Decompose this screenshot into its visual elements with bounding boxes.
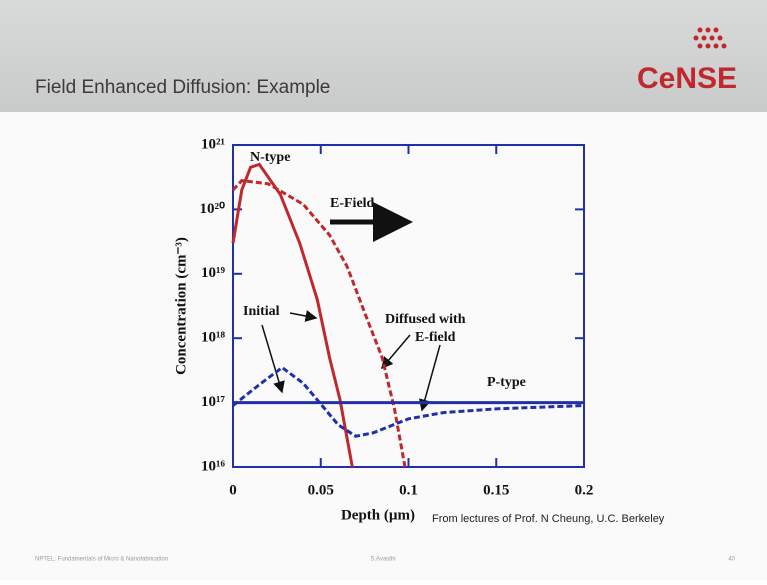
x-tick-label: 0.1 (399, 482, 418, 498)
annotation: E-field (415, 330, 456, 345)
y-tick-label: 10²¹ (201, 136, 225, 152)
arrow (419, 344, 441, 412)
annotation: Diffused with (385, 312, 466, 327)
series-line (232, 365, 585, 438)
y-tick-label: 10¹⁶ (201, 458, 225, 474)
arrow (261, 324, 285, 394)
footer-center: S.Avasthi (370, 557, 395, 563)
annotation: P-type (487, 375, 526, 390)
footer-left: NPTEL: Fundamentals of Micro & Nanofabri… (35, 557, 168, 563)
arrow (381, 334, 411, 370)
annotation: E-Field (330, 196, 375, 211)
y-axis-label: Concentration (cm⁻³) (173, 237, 189, 375)
x-tick-label: 0.05 (308, 482, 334, 498)
logo: CeNSE (637, 62, 737, 95)
arrow (289, 310, 318, 322)
x-tick-label: 0 (229, 482, 237, 498)
header-band (0, 0, 767, 112)
y-tick-label: 10¹⁸ (201, 330, 225, 346)
x-tick-label: 0.15 (483, 482, 509, 498)
annotation: N-type (250, 150, 290, 165)
x-tick-label: 0.2 (575, 482, 594, 498)
footer-right: 40 (728, 557, 735, 563)
y-tick-label: 10¹⁹ (201, 265, 225, 281)
logo-dots (693, 27, 727, 49)
credit: From lectures of Prof. N Cheung, U.C. Be… (432, 513, 665, 525)
annotation: Initial (243, 304, 280, 319)
y-tick-label: 10¹⁷ (201, 394, 225, 410)
y-tick-label: 10²⁰ (199, 201, 225, 217)
x-axis-label: Depth (µm) (341, 507, 415, 523)
series-line (231, 179, 407, 468)
slide-title: Field Enhanced Diffusion: Example (35, 77, 330, 98)
series-line (231, 162, 354, 468)
